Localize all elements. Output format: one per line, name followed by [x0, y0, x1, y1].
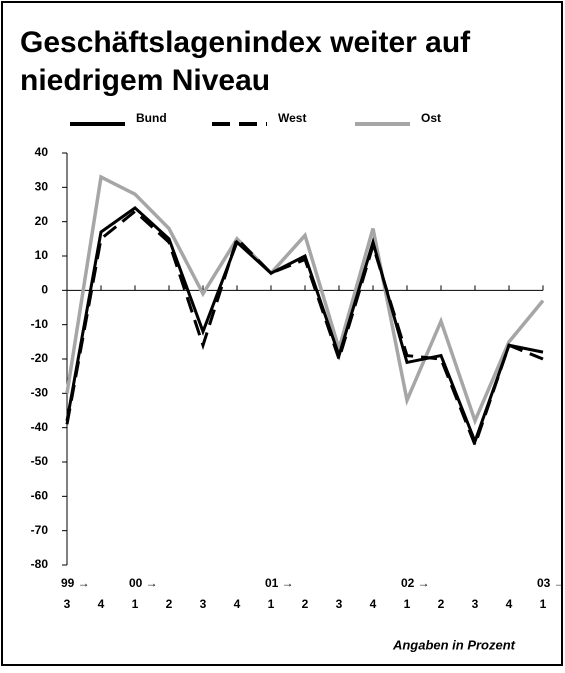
x-tick-label: 2	[438, 597, 445, 611]
y-tick-label: -50	[31, 454, 49, 468]
year-label: 03 →	[537, 576, 565, 590]
y-tick-label: -30	[31, 386, 49, 400]
year-label: 01 →	[265, 576, 294, 590]
chart-title: niedrigem Niveau	[20, 64, 270, 97]
x-tick-label: 3	[472, 597, 479, 611]
x-tick-label: 1	[132, 597, 139, 611]
x-tick-label: 4	[98, 597, 105, 611]
y-tick-label: -80	[31, 557, 49, 571]
x-tick-label: 3	[64, 597, 71, 611]
legend-label: Ost	[421, 111, 441, 125]
y-tick-label: 30	[35, 180, 49, 194]
chart-title: Geschäftslagenindex weiter auf	[20, 26, 471, 59]
y-tick-label: -60	[31, 489, 49, 503]
x-tick-label: 4	[234, 597, 241, 611]
legend-label: Bund	[136, 111, 167, 125]
y-tick-label: 10	[35, 248, 49, 262]
legend-label: West	[278, 111, 306, 125]
y-tick-label: 20	[35, 214, 49, 228]
y-tick-label: -70	[31, 523, 49, 537]
series-line	[65, 174, 545, 426]
x-tick-label: 3	[336, 597, 343, 611]
note: Angaben in Prozent	[392, 637, 516, 652]
y-tick-label: 40	[35, 145, 49, 159]
x-tick-label: 1	[540, 597, 547, 611]
y-tick-label: 0	[41, 283, 48, 297]
x-tick-label: 3	[200, 597, 207, 611]
x-tick-label: 2	[302, 597, 309, 611]
y-tick-label: -40	[31, 420, 49, 434]
year-label: 02 →	[401, 576, 430, 590]
x-tick-label: 2	[166, 597, 173, 611]
y-tick-label: -10	[31, 317, 49, 331]
y-tick-label: -20	[31, 351, 49, 365]
x-tick-label: 1	[404, 597, 411, 611]
x-tick-label: 4	[370, 597, 377, 611]
x-tick-label: 1	[268, 597, 275, 611]
year-label: 99 →	[61, 576, 90, 590]
year-label: 00 →	[129, 576, 158, 590]
x-tick-label: 4	[506, 597, 513, 611]
series-line	[65, 206, 544, 446]
